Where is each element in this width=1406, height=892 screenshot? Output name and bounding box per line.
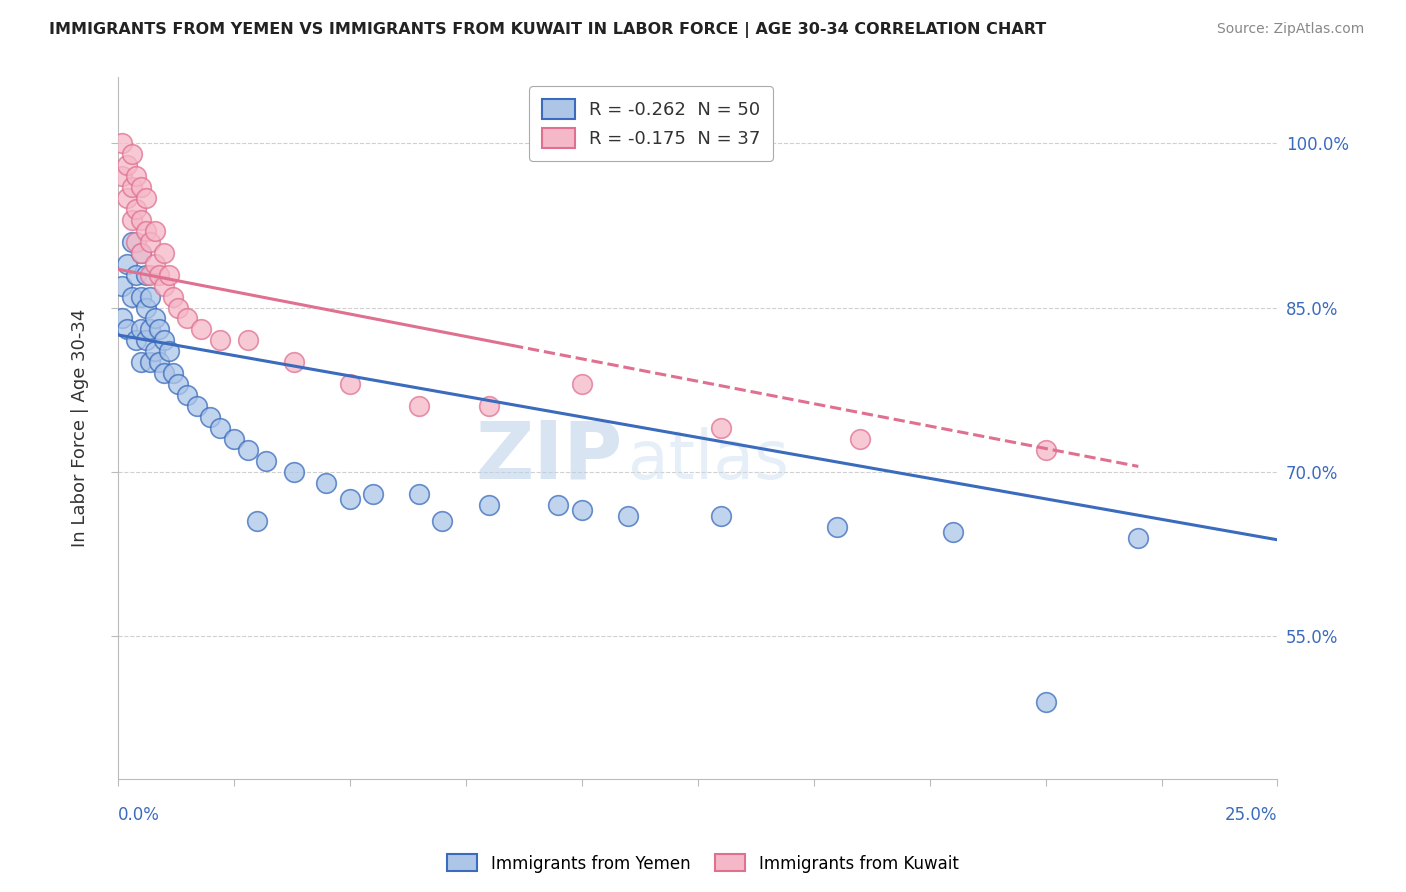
Text: 0.0%: 0.0% [118, 806, 160, 824]
Point [153, 245, 176, 260]
Point [315, 475, 337, 490]
Point [825, 519, 848, 533]
Point [139, 322, 162, 336]
Point [139, 235, 162, 249]
Point [571, 503, 593, 517]
Point [1128, 531, 1150, 545]
Point [143, 311, 166, 326]
Point [176, 311, 198, 326]
Point [129, 289, 152, 303]
Point [339, 377, 361, 392]
Point [153, 366, 176, 380]
Point [135, 191, 157, 205]
Point [1035, 442, 1057, 457]
Legend: Immigrants from Yemen, Immigrants from Kuwait: Immigrants from Yemen, Immigrants from K… [440, 847, 966, 880]
Point [111, 136, 134, 151]
Point [547, 498, 569, 512]
Legend: R = -0.262  N = 50, R = -0.175  N = 37: R = -0.262 N = 50, R = -0.175 N = 37 [530, 87, 773, 161]
Text: 25.0%: 25.0% [1225, 806, 1278, 824]
Point [254, 454, 277, 468]
Point [710, 421, 733, 435]
Point [1035, 695, 1057, 709]
Point [408, 399, 430, 413]
Point [125, 268, 148, 282]
Point [115, 322, 138, 336]
Point [143, 344, 166, 359]
Point [617, 508, 640, 523]
Point [139, 268, 162, 282]
Point [176, 388, 198, 402]
Point [283, 355, 305, 369]
Point [162, 289, 184, 303]
Point [135, 224, 157, 238]
Point [432, 514, 454, 528]
Y-axis label: In Labor Force | Age 30-34: In Labor Force | Age 30-34 [72, 309, 89, 547]
Point [190, 322, 212, 336]
Point [148, 268, 170, 282]
Point [167, 377, 190, 392]
Point [115, 191, 138, 205]
Point [121, 212, 143, 227]
Point [942, 525, 965, 540]
Point [135, 334, 157, 348]
Text: Source: ZipAtlas.com: Source: ZipAtlas.com [1216, 22, 1364, 37]
Point [236, 334, 259, 348]
Text: ZIP: ZIP [475, 417, 623, 495]
Point [129, 212, 152, 227]
Point [339, 492, 361, 507]
Point [129, 180, 152, 194]
Point [157, 268, 180, 282]
Point [135, 301, 157, 315]
Point [849, 432, 872, 446]
Point [167, 301, 190, 315]
Point [478, 498, 501, 512]
Point [361, 487, 384, 501]
Text: atlas: atlas [628, 426, 789, 492]
Point [200, 410, 222, 425]
Point [129, 245, 152, 260]
Point [710, 508, 733, 523]
Point [135, 268, 157, 282]
Point [157, 344, 180, 359]
Point [121, 147, 143, 161]
Point [148, 355, 170, 369]
Point [121, 289, 143, 303]
Point [125, 169, 148, 183]
Point [186, 399, 208, 413]
Point [153, 334, 176, 348]
Point [139, 355, 162, 369]
Point [111, 311, 134, 326]
Point [143, 224, 166, 238]
Point [121, 235, 143, 249]
Point [115, 158, 138, 172]
Point [125, 235, 148, 249]
Point [408, 487, 430, 501]
Point [129, 322, 152, 336]
Point [129, 355, 152, 369]
Point [153, 278, 176, 293]
Point [222, 432, 245, 446]
Point [208, 421, 231, 435]
Point [236, 442, 259, 457]
Point [283, 465, 305, 479]
Point [478, 399, 501, 413]
Point [162, 366, 184, 380]
Text: IMMIGRANTS FROM YEMEN VS IMMIGRANTS FROM KUWAIT IN LABOR FORCE | AGE 30-34 CORRE: IMMIGRANTS FROM YEMEN VS IMMIGRANTS FROM… [49, 22, 1046, 38]
Point [121, 180, 143, 194]
Point [111, 169, 134, 183]
Point [208, 334, 231, 348]
Point [129, 245, 152, 260]
Point [571, 377, 593, 392]
Point [125, 334, 148, 348]
Point [246, 514, 269, 528]
Point [115, 257, 138, 271]
Point [139, 289, 162, 303]
Point [111, 278, 134, 293]
Point [125, 202, 148, 216]
Point [148, 322, 170, 336]
Point [143, 257, 166, 271]
